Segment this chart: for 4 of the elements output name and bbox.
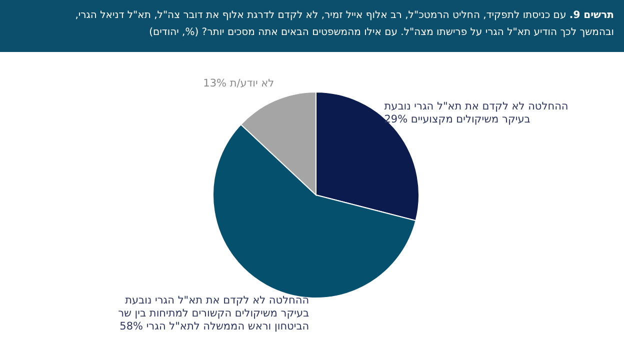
slice-label: ההחלטה לא לקדם את תא"ל הגרי נובעת בעיקר משיקולים מקצועיים 29% (384, 100, 568, 126)
slice-label: ההחלטה לא לקדם את תא"ל הגרי נובעת בעיקר משיקולים הקשורים למתיחות בין שר הביטחון וראש הממשלה לתא"ל הגרי 58% (118, 294, 310, 332)
slice-label: לא יודע/ת 13% (203, 78, 274, 90)
chart-title: תרשים 9. עם כניסתו לתפקיד, החליט הרמטכ"ל, רב אלוף אייל זמיר, לא לקדם לדרגת אלוף את דובר צה"ל, תא"ל דניאל הגרי, ובהמשך לכך הודיע תא"ל הגרי על פרישתו מצה"ל. עם אילו מהמשפטים הבאים אתה מסכים יותר? (%, יהודים) (0, 0, 624, 52)
